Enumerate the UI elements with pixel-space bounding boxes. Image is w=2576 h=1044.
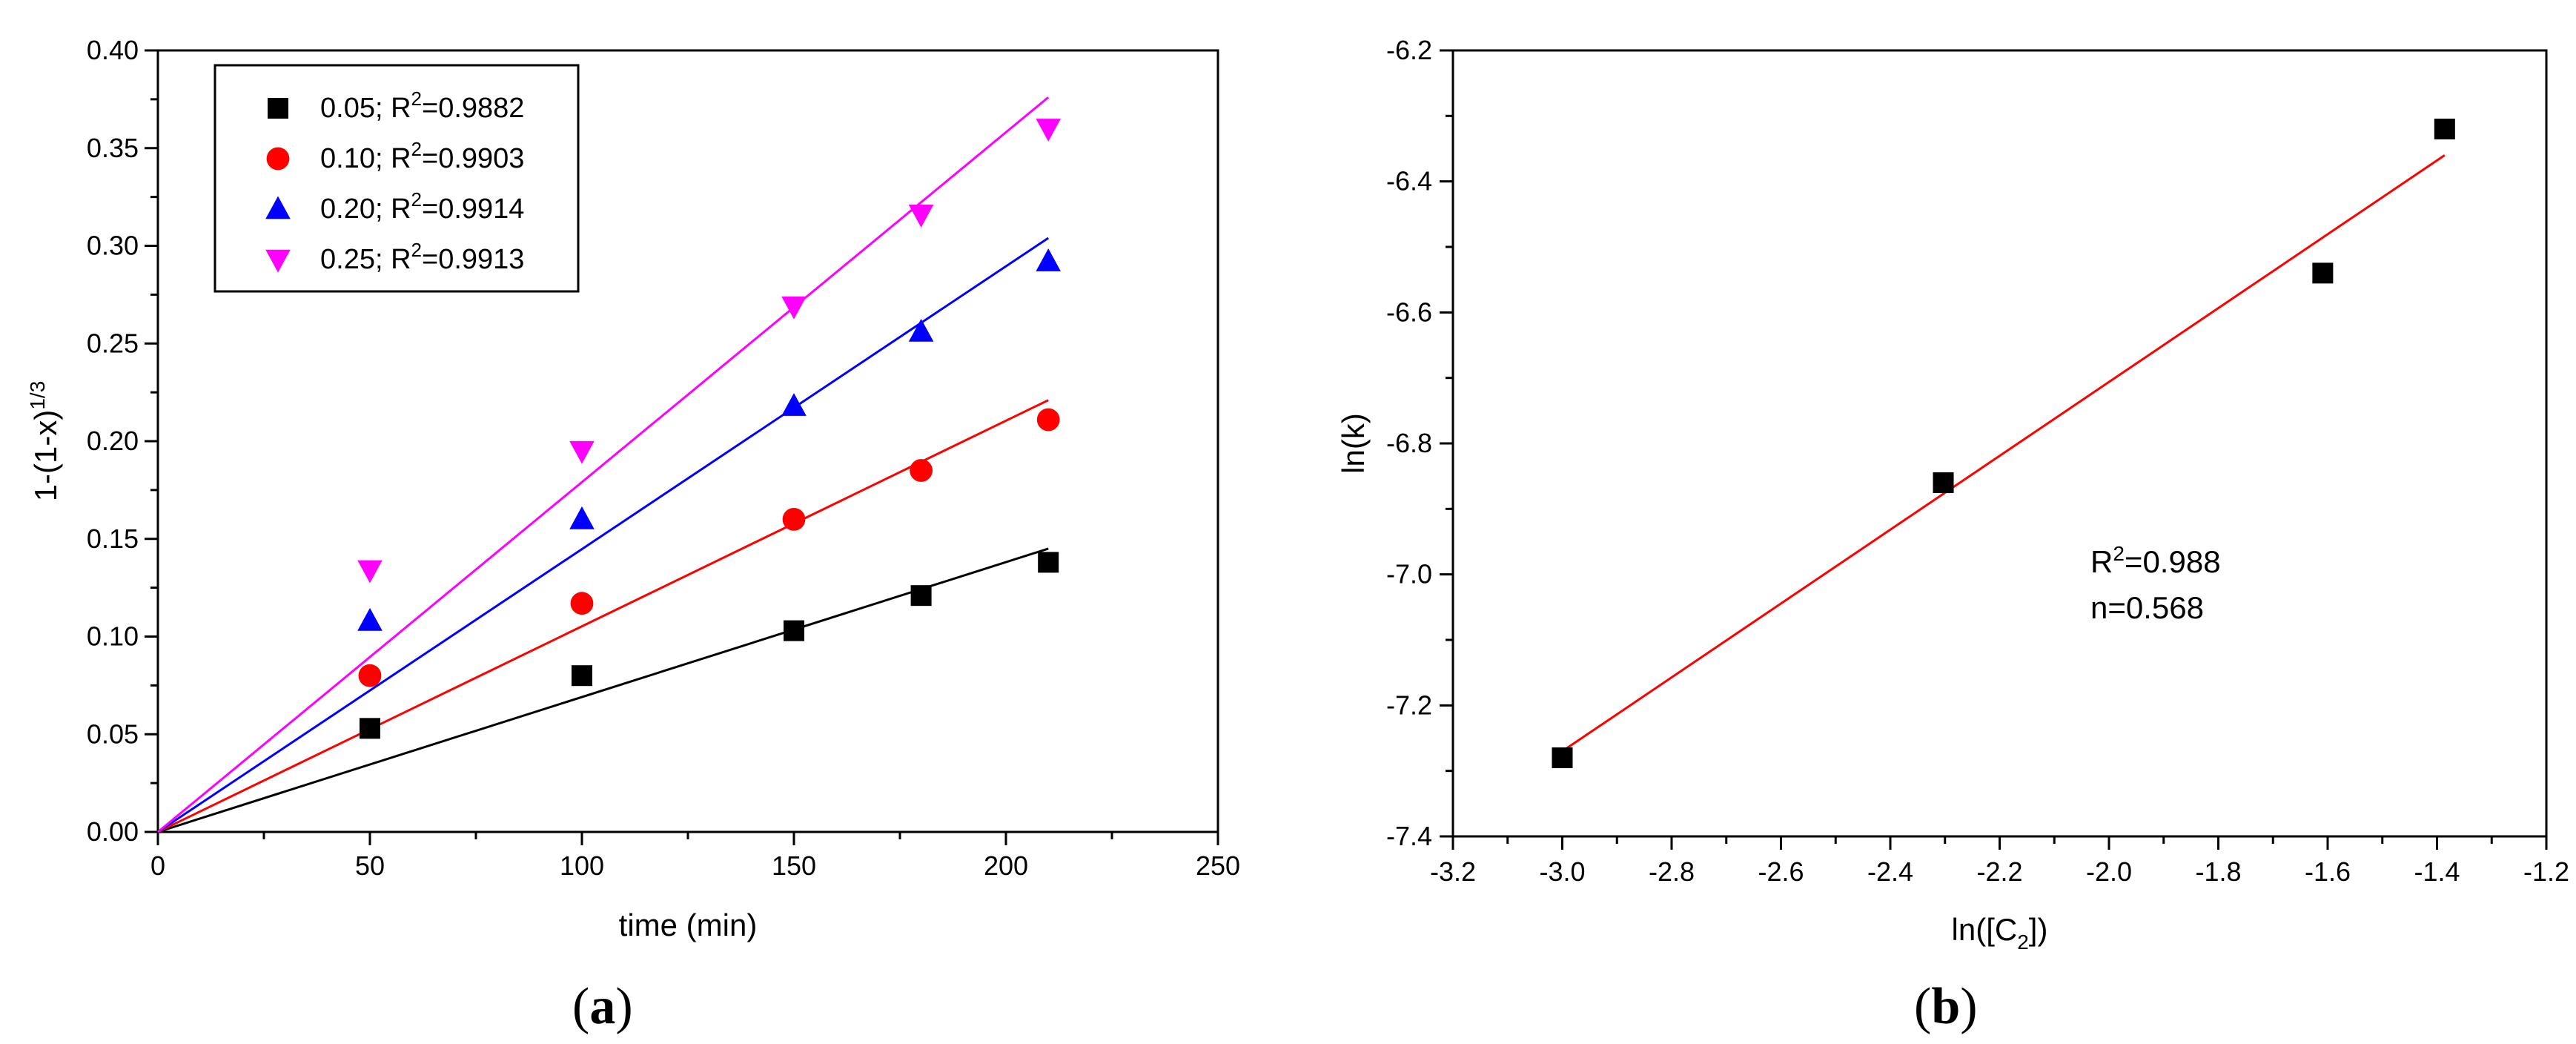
panel-label-b: (b) <box>1914 978 1978 1035</box>
fit-line-b <box>1561 154 2446 753</box>
y-axis-label-b: ln(k) <box>1336 413 1371 474</box>
x-tick-label-a: 50 <box>355 850 385 881</box>
y-tick-label-a: 0.20 <box>87 426 139 456</box>
legend-marker-a-2 <box>265 196 291 219</box>
y-tick-label-a: 0.40 <box>87 35 139 65</box>
data-point-a-0 <box>784 620 804 641</box>
data-point-a-3 <box>781 296 807 320</box>
data-point-a-1 <box>782 508 806 531</box>
data-point-a-2 <box>357 607 383 631</box>
legend-marker-a-3 <box>265 249 291 273</box>
data-point-a-2 <box>569 506 595 529</box>
data-point-a-2 <box>1036 248 1061 271</box>
fit-line-a-0 <box>157 547 1049 833</box>
y-tick-label-a: 0.30 <box>87 231 139 261</box>
fit-line-a-2 <box>157 237 1050 833</box>
data-point-a-2 <box>908 318 934 342</box>
data-point-a-0 <box>572 665 592 687</box>
legend-marker-a-0 <box>268 98 288 119</box>
x-tick-label-a: 100 <box>560 850 604 881</box>
x-tick-label-b: -2.4 <box>1867 856 1913 887</box>
y-tick-label-b: -6.4 <box>1386 166 1432 196</box>
y-tick-label-b: -7.0 <box>1386 559 1432 589</box>
y-tick-label-a: 0.10 <box>87 621 139 652</box>
y-axis-label-a: 1-(1-x)1/3 <box>26 381 63 502</box>
x-tick-label-b: -2.8 <box>1649 856 1695 887</box>
panel-label-a: (a) <box>572 978 633 1035</box>
data-point-a-0 <box>360 718 380 739</box>
data-point-a-0 <box>910 585 932 607</box>
x-tick-label-a: 0 <box>150 850 165 881</box>
y-tick-label-a: 0.15 <box>87 523 139 554</box>
y-tick-label-a: 0.25 <box>87 328 139 358</box>
legend-label-a-3: 0.25; R2=0.9913 <box>320 239 524 275</box>
x-tick-label-b: -1.2 <box>2523 856 2569 887</box>
fit-line-a-1 <box>157 399 1049 833</box>
plot-frame-b <box>1451 49 2548 838</box>
y-tick-label-b: -7.2 <box>1386 690 1432 720</box>
legend-label-a-1: 0.10; R2=0.9903 <box>320 138 524 174</box>
data-point-a-0 <box>1038 552 1059 573</box>
x-tick-label-a: 200 <box>984 850 1028 881</box>
data-point-b <box>2434 119 2455 139</box>
fit-line-a-3 <box>157 96 1050 833</box>
y-tick-label-b: -7.4 <box>1386 821 1432 851</box>
y-tick-label-b: -6.2 <box>1386 35 1432 65</box>
data-point-b <box>1933 472 1954 493</box>
x-tick-label-b: -2.6 <box>1758 856 1804 887</box>
legend-marker-a-1 <box>266 147 290 171</box>
data-point-a-3 <box>908 205 934 228</box>
x-tick-label-a: 250 <box>1196 850 1240 881</box>
x-tick-label-b: -3.0 <box>1539 856 1585 887</box>
x-tick-label-b: -2.0 <box>2086 856 2132 887</box>
data-point-a-1 <box>910 459 933 482</box>
legend-label-a-0: 0.05; R2=0.9882 <box>320 87 524 124</box>
y-tick-label-a: 0.35 <box>87 133 139 163</box>
y-tick-label-a: 0.05 <box>87 718 139 749</box>
data-point-a-2 <box>781 393 807 416</box>
x-tick-label-b: -1.6 <box>2305 856 2351 887</box>
data-point-a-1 <box>358 664 382 687</box>
annotation-n-b: n=0.568 <box>2090 590 2204 625</box>
x-axis-label-a: time (min) <box>619 908 758 942</box>
data-point-a-3 <box>569 440 595 464</box>
y-tick-label-b: -6.8 <box>1386 428 1432 458</box>
x-tick-label-a: 150 <box>772 850 816 881</box>
x-tick-label-b: -3.2 <box>1430 856 1476 887</box>
data-point-a-3 <box>1036 119 1061 142</box>
data-point-b <box>2312 262 2334 284</box>
data-point-a-1 <box>1036 408 1060 432</box>
x-tick-label-b: -1.4 <box>2414 856 2460 887</box>
data-point-a-1 <box>570 592 594 615</box>
y-tick-label-a: 0.00 <box>87 816 139 847</box>
data-point-b <box>1552 747 1573 768</box>
y-tick-label-b: -6.6 <box>1386 297 1432 327</box>
data-point-a-3 <box>357 560 383 584</box>
x-tick-label-b: -1.8 <box>2195 856 2241 887</box>
annotation-r2-b: R2=0.988 <box>2090 542 2221 579</box>
x-axis-label-b: ln([C2]) <box>1952 912 2048 954</box>
legend-label-a-2: 0.20; R2=0.9914 <box>320 188 524 225</box>
x-tick-label-b: -2.2 <box>1976 856 2022 887</box>
